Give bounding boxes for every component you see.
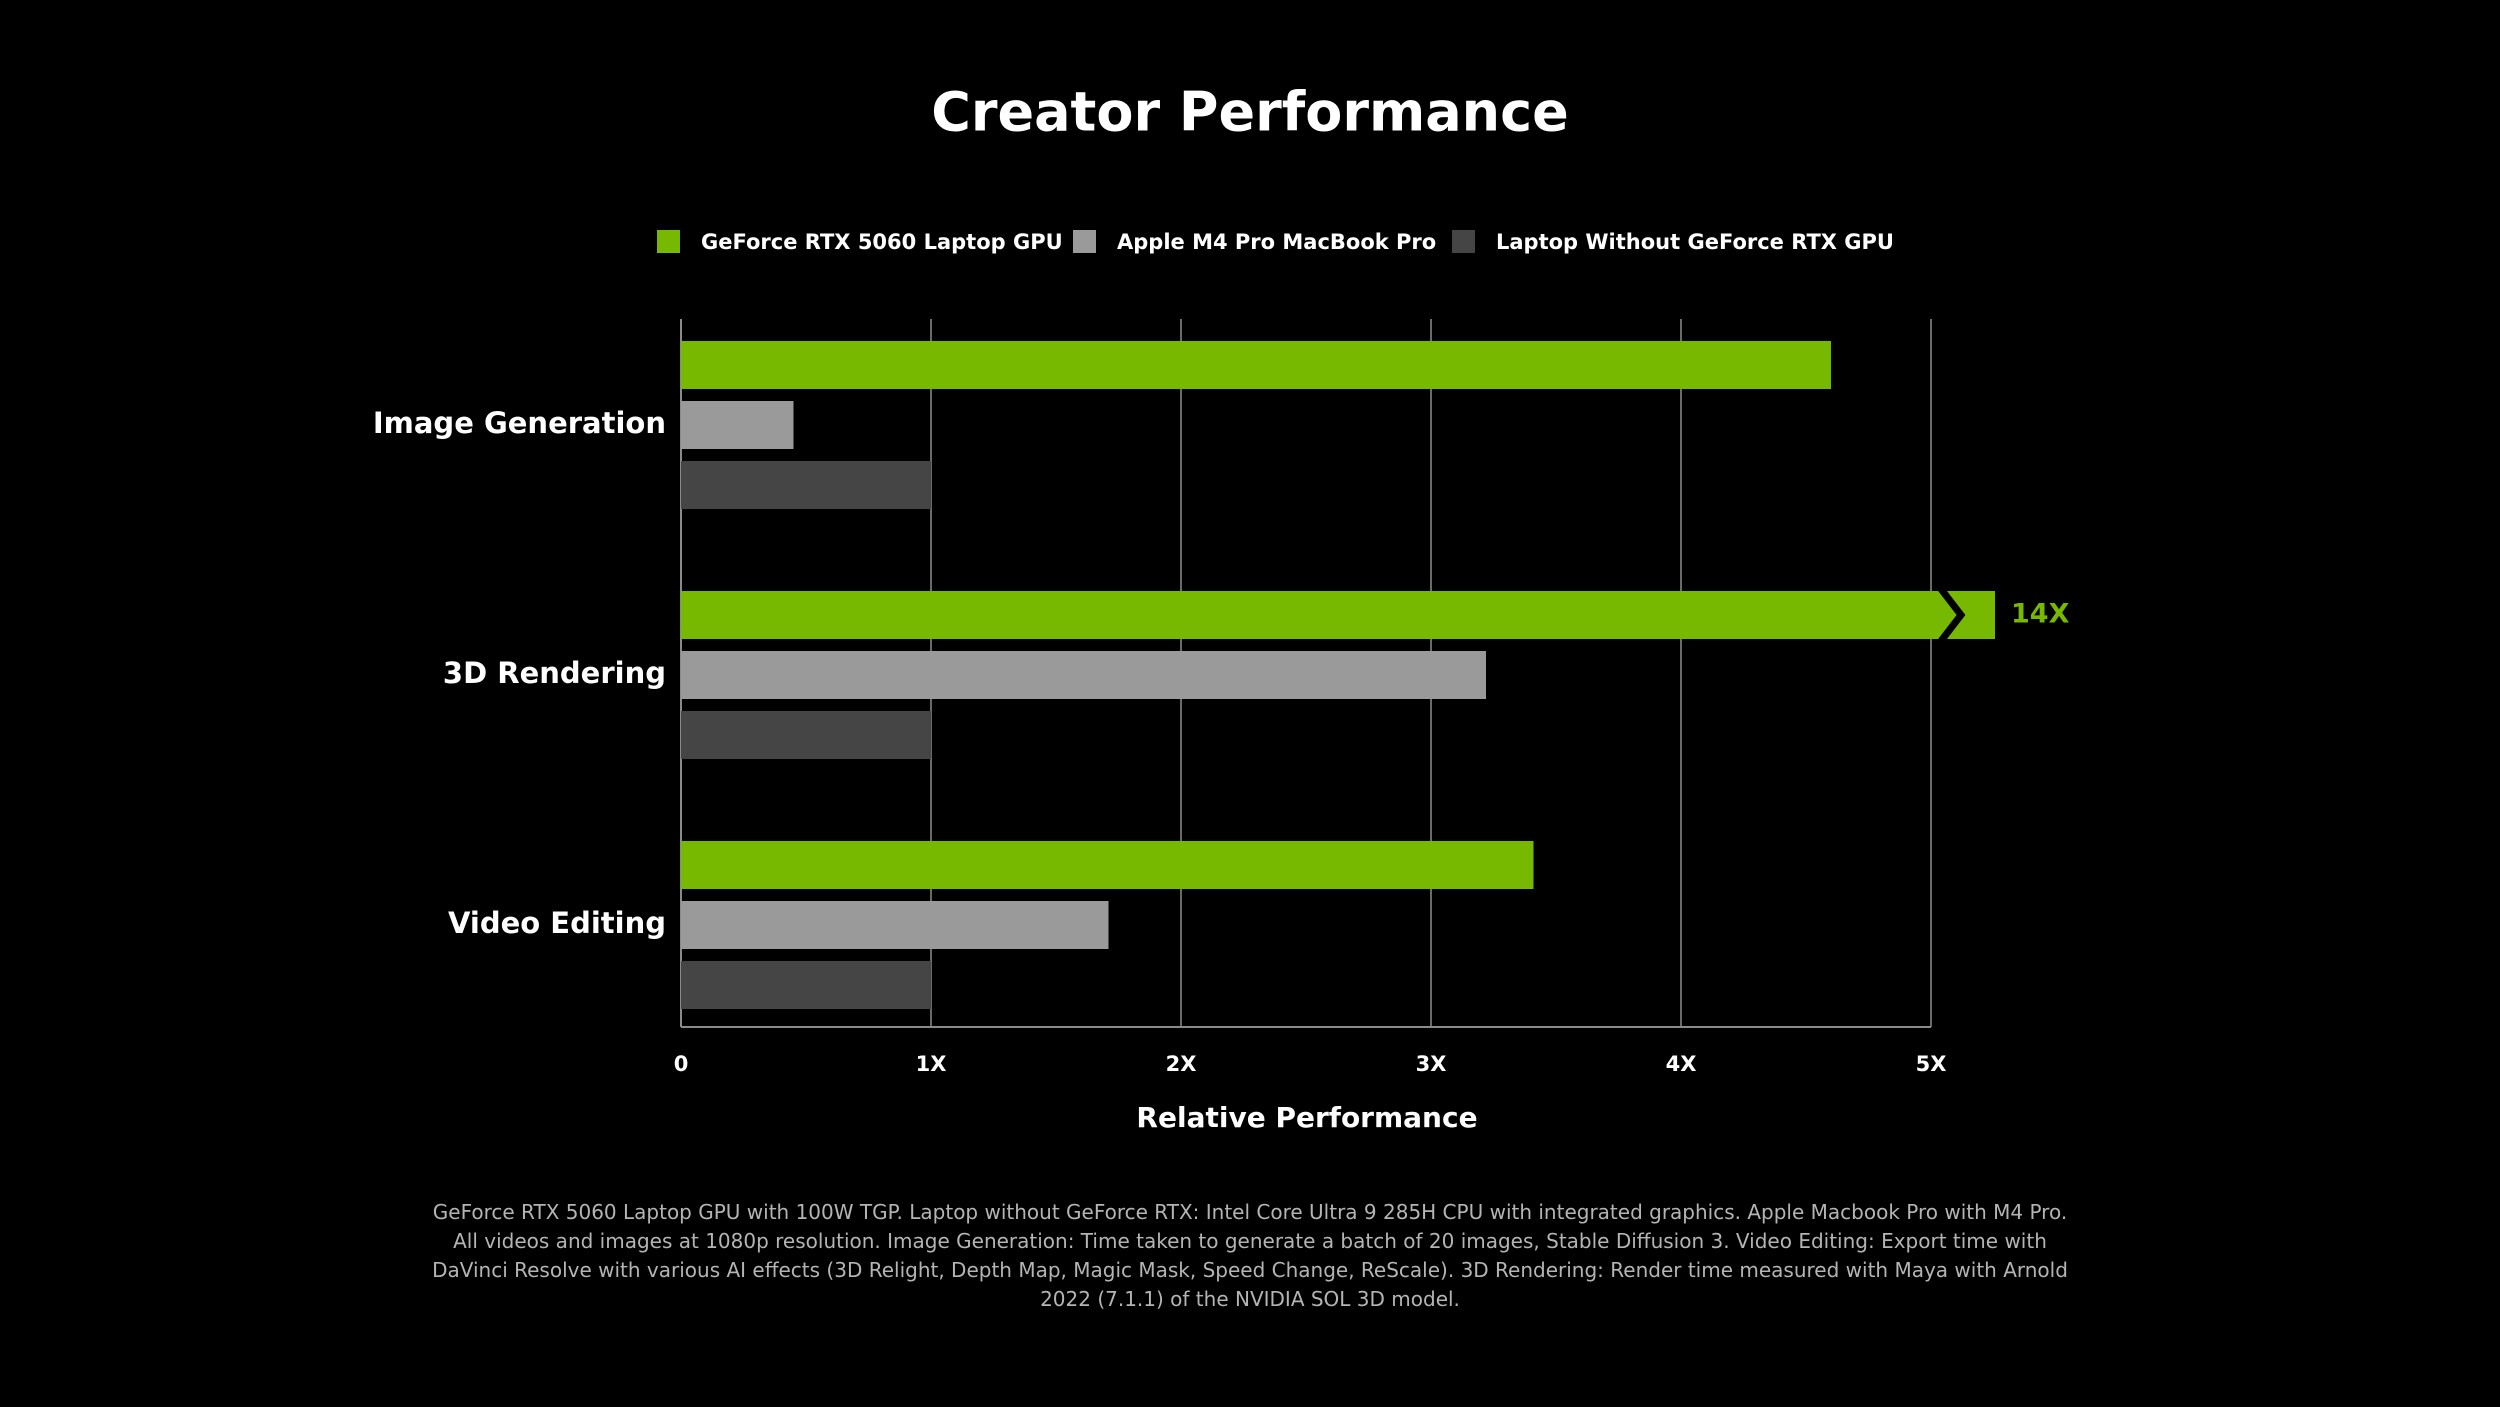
x-tick-label: 3X xyxy=(1416,1052,1447,1076)
chart-title: Creator Performance xyxy=(931,81,1569,144)
y-tick-label: Image Generation xyxy=(373,406,666,440)
bar xyxy=(681,651,1486,699)
value-label: 14X xyxy=(2011,599,2070,630)
x-tick-label: 1X xyxy=(916,1052,947,1076)
bar xyxy=(681,901,1109,949)
legend-label: Laptop Without GeForce RTX GPU xyxy=(1496,230,1894,254)
legend-label: GeForce RTX 5060 Laptop GPU xyxy=(701,230,1063,254)
x-tick-label: 0 xyxy=(674,1052,689,1076)
bar xyxy=(681,841,1534,889)
legend-swatch xyxy=(1452,230,1475,253)
legend-label: Apple M4 Pro MacBook Pro xyxy=(1117,230,1436,254)
bar xyxy=(681,961,931,1009)
bar xyxy=(681,591,1995,639)
footnote: GeForce RTX 5060 Laptop GPU with 100W TG… xyxy=(432,1200,2068,1311)
bar xyxy=(681,401,794,449)
bar xyxy=(681,341,1831,389)
x-tick-label: 5X xyxy=(1916,1052,1947,1076)
x-axis-title: Relative Performance xyxy=(1136,1101,1477,1134)
y-tick-label: Video Editing xyxy=(448,906,666,940)
y-tick-label: 3D Rendering xyxy=(443,656,666,690)
x-tick-label: 2X xyxy=(1166,1052,1197,1076)
legend-swatch xyxy=(1073,230,1096,253)
bar xyxy=(681,711,931,759)
x-tick-label: 4X xyxy=(1666,1052,1697,1076)
bar xyxy=(681,461,931,509)
axis-break xyxy=(1938,586,1966,644)
legend-swatch xyxy=(657,230,680,253)
